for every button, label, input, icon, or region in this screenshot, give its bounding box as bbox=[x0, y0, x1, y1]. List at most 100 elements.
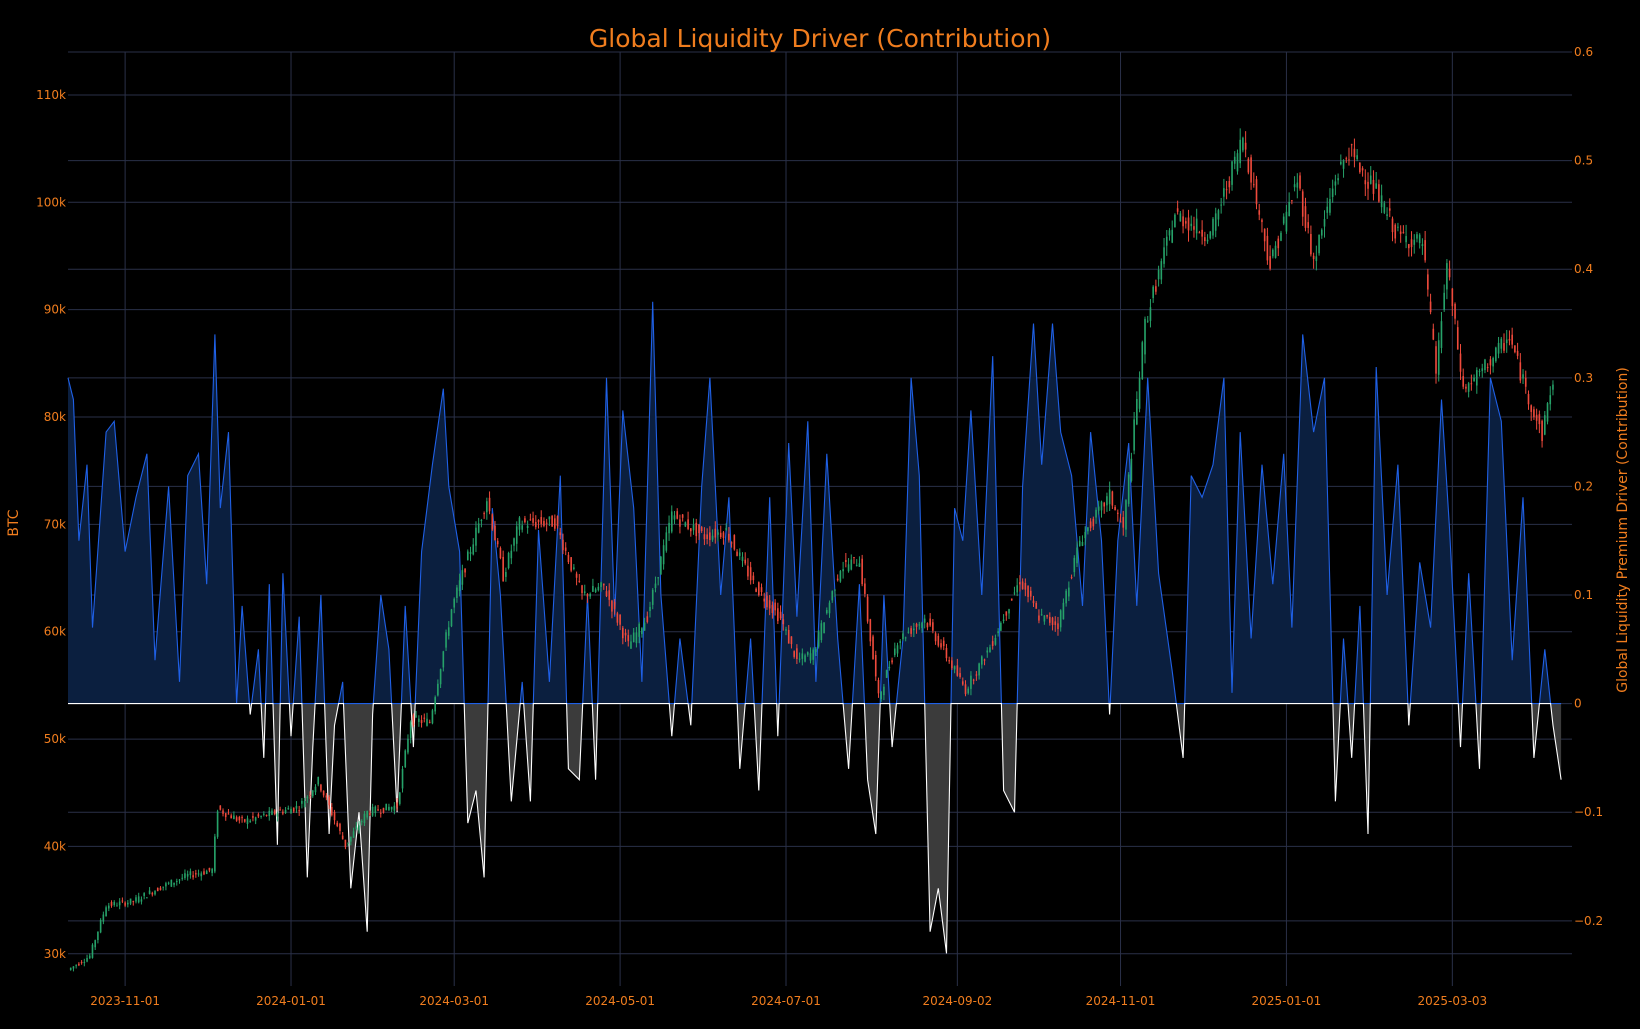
btc-candle bbox=[499, 546, 502, 560]
btc-candle bbox=[301, 798, 303, 809]
candle-body bbox=[1318, 234, 1320, 254]
candle-body bbox=[1326, 206, 1329, 213]
btc-candle bbox=[143, 892, 145, 900]
btc-candle bbox=[540, 510, 543, 528]
candle-body bbox=[197, 873, 200, 875]
candle-body bbox=[692, 524, 695, 531]
candle-body bbox=[1391, 218, 1394, 233]
candle-body bbox=[1168, 230, 1171, 236]
x-tick-label: 2024-03-01 bbox=[419, 994, 489, 1008]
candle-body bbox=[110, 902, 113, 906]
candle-body bbox=[382, 807, 385, 813]
candle-body bbox=[825, 610, 828, 614]
btc-candle bbox=[736, 549, 738, 557]
candle-body bbox=[1116, 512, 1119, 514]
candle-body bbox=[1157, 269, 1160, 280]
candle-body bbox=[205, 871, 208, 875]
btc-candle bbox=[110, 900, 113, 908]
candle-body bbox=[757, 582, 760, 596]
candle-body bbox=[1214, 213, 1217, 231]
btc-candle bbox=[806, 651, 809, 657]
btc-candle bbox=[170, 879, 173, 887]
candle-body bbox=[1280, 232, 1282, 241]
btc-candle bbox=[385, 803, 388, 811]
candle-body bbox=[1070, 577, 1073, 579]
candle-body bbox=[216, 811, 219, 837]
candle-body bbox=[1546, 403, 1549, 422]
btc-candle bbox=[140, 896, 143, 905]
btc-candle bbox=[515, 521, 518, 552]
btc-candle bbox=[1040, 608, 1043, 616]
x-tick-label: 2025-03-03 bbox=[1417, 994, 1487, 1008]
y-axis-title: BTC bbox=[6, 509, 22, 536]
candle-body bbox=[1122, 517, 1125, 528]
candle-body bbox=[1046, 615, 1048, 617]
btc-candle bbox=[880, 690, 883, 702]
btc-candle bbox=[1095, 507, 1097, 524]
btc-candle bbox=[902, 630, 904, 641]
candle-body bbox=[1195, 218, 1198, 234]
candle-body bbox=[1277, 238, 1280, 249]
btc-candle bbox=[1424, 230, 1426, 263]
btc-candle bbox=[1228, 176, 1231, 194]
candle-body bbox=[733, 535, 736, 550]
candle-body bbox=[466, 551, 469, 561]
candle-body bbox=[469, 551, 472, 554]
y2-tick-label: 0.1 bbox=[1574, 588, 1593, 602]
candle-body bbox=[616, 613, 619, 623]
candle-body bbox=[273, 810, 276, 815]
btc-candle bbox=[1508, 330, 1511, 346]
btc-candle bbox=[72, 966, 75, 972]
candle-body bbox=[1538, 414, 1541, 425]
btc-candle bbox=[524, 515, 526, 524]
btc-candle bbox=[779, 605, 782, 621]
candle-body bbox=[219, 805, 222, 810]
btc-candle bbox=[940, 639, 942, 650]
btc-candle bbox=[1454, 302, 1456, 325]
btc-candle bbox=[1223, 178, 1225, 206]
candle-body bbox=[184, 873, 186, 879]
candle-body bbox=[431, 710, 434, 724]
btc-candle bbox=[208, 867, 211, 873]
candle-body bbox=[1369, 175, 1372, 184]
candle-body bbox=[540, 516, 543, 524]
btc-candle bbox=[124, 901, 126, 908]
candle-body bbox=[613, 601, 616, 609]
btc-candle bbox=[812, 647, 815, 665]
btc-candle bbox=[423, 713, 426, 723]
candle-body bbox=[763, 598, 766, 602]
btc-candle bbox=[1070, 574, 1073, 580]
candle-body bbox=[398, 792, 401, 804]
btc-candle bbox=[1364, 169, 1367, 197]
candle-body bbox=[687, 519, 689, 529]
candle-body bbox=[1138, 378, 1141, 409]
candle-body bbox=[1350, 144, 1353, 146]
btc-candle bbox=[684, 521, 687, 528]
candle-body bbox=[1549, 395, 1552, 405]
candle-body bbox=[834, 589, 836, 591]
y-tick-label: 90k bbox=[44, 303, 66, 317]
candle-body bbox=[80, 961, 83, 964]
btc-candle bbox=[1160, 258, 1163, 285]
candle-body bbox=[703, 534, 706, 540]
btc-candle bbox=[311, 789, 314, 798]
btc-candle bbox=[545, 518, 548, 532]
btc-candle bbox=[257, 812, 260, 819]
candle-body bbox=[747, 565, 749, 577]
candle-body bbox=[295, 805, 298, 809]
candle-body bbox=[1427, 274, 1429, 290]
candle-body bbox=[1340, 161, 1342, 165]
candle-body bbox=[1505, 339, 1508, 344]
candle-body bbox=[1372, 179, 1375, 194]
btc-candle bbox=[404, 749, 407, 768]
candle-body bbox=[208, 867, 211, 871]
btc-candle bbox=[534, 515, 537, 530]
btc-candle bbox=[116, 902, 118, 907]
btc-candle bbox=[855, 559, 858, 567]
btc-candle bbox=[472, 538, 475, 556]
btc-candle bbox=[1315, 245, 1318, 271]
btc-candle bbox=[420, 715, 423, 728]
btc-candle bbox=[284, 807, 287, 814]
candle-body bbox=[165, 883, 167, 887]
btc-candle bbox=[836, 574, 839, 582]
